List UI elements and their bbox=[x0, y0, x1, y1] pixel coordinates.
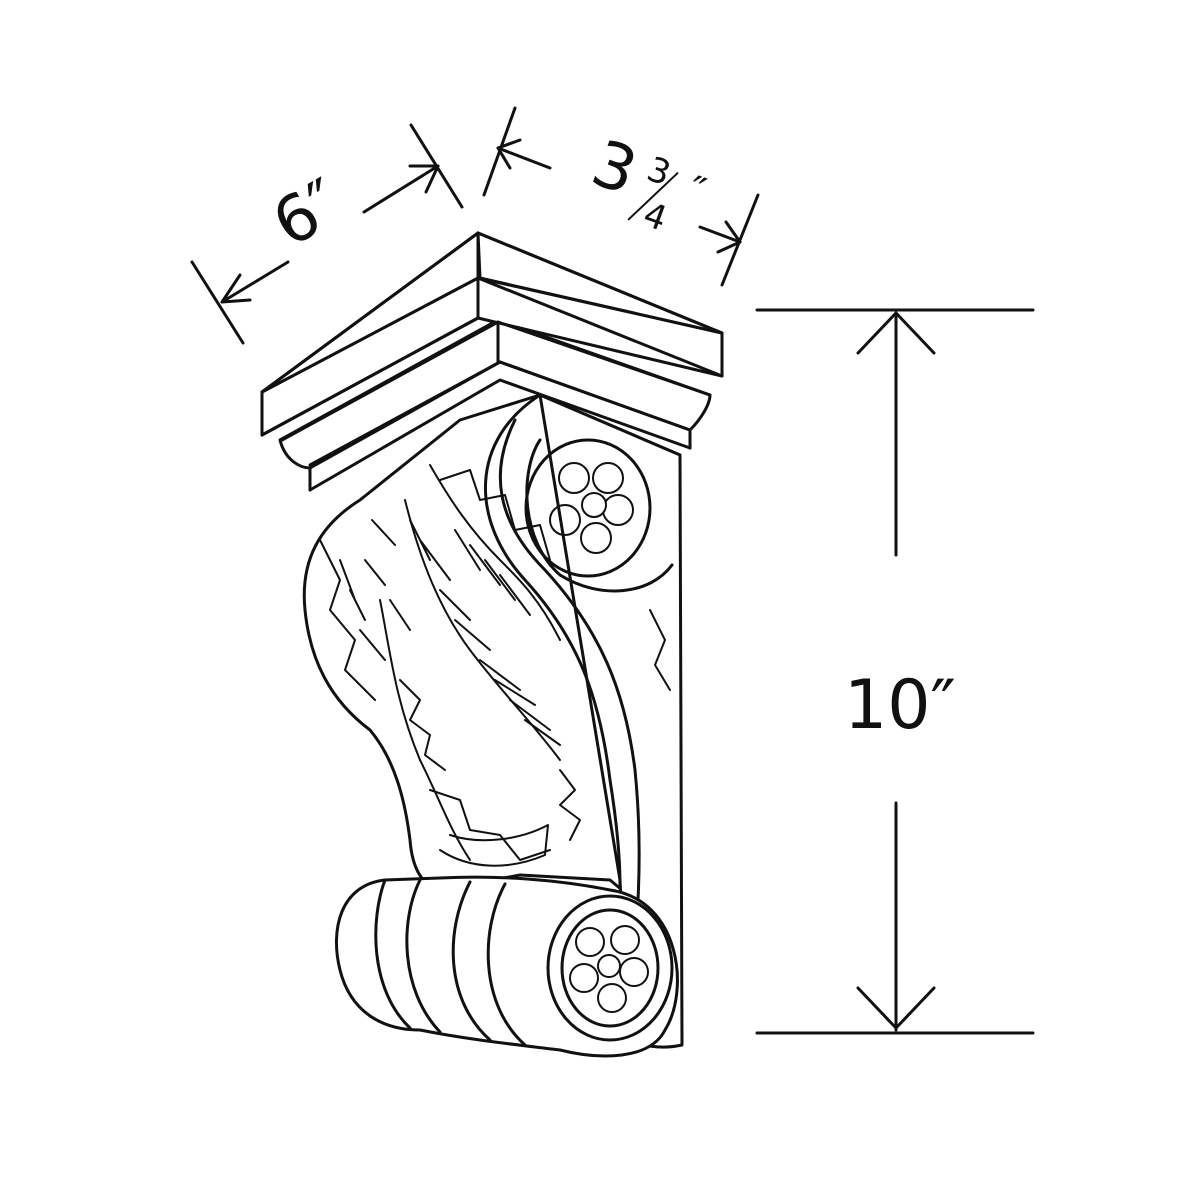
acanthus-leaf bbox=[319, 464, 671, 867]
upper-flower-icon bbox=[549, 462, 634, 554]
upper-rosette bbox=[524, 438, 674, 593]
depth-numerator: 3 bbox=[642, 149, 676, 194]
height-arrowhead-top bbox=[856, 311, 936, 355]
lower-flower-icon bbox=[569, 925, 649, 1013]
width-label: 6″ bbox=[261, 166, 354, 262]
height-arrowhead-bottom bbox=[856, 986, 936, 1030]
depth-arrowhead-left bbox=[496, 138, 522, 170]
height-dimension: 10″ bbox=[755, 308, 1035, 1035]
lower-scroll-roll bbox=[334, 875, 679, 1058]
corbel-cap bbox=[260, 231, 724, 492]
depth-unit: ″ bbox=[681, 168, 711, 216]
corbel-illustration bbox=[260, 231, 724, 1058]
height-label: 10″ bbox=[844, 666, 956, 745]
scroll-band bbox=[484, 393, 622, 887]
depth-whole-label: 3 bbox=[583, 127, 647, 210]
depth-denominator: 4 bbox=[638, 195, 672, 240]
width-arrowhead-left bbox=[220, 273, 252, 304]
width-arrowhead-right bbox=[408, 164, 440, 194]
depth-arrowhead-right bbox=[716, 220, 742, 254]
